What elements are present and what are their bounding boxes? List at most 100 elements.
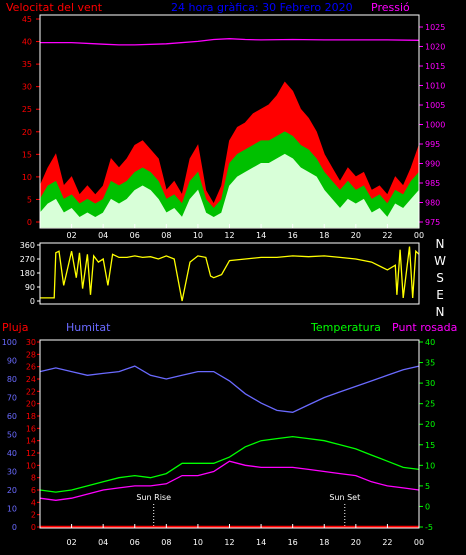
rain-tick-label: 18 xyxy=(26,412,36,421)
pressure-tick-label: 1020 xyxy=(425,43,445,52)
wind-x-tick-label: 22 xyxy=(382,231,392,240)
wind-pressure-panel: Velocitat del vent 24 hora gràfica: 30 F… xyxy=(6,1,445,240)
wind-tick-label: 20 xyxy=(22,128,32,137)
compass-label: N xyxy=(436,305,445,319)
rain-axis-label: Pluja xyxy=(2,321,28,334)
humidity-tick-label: 100 xyxy=(2,338,17,347)
rain-tick-label: 8 xyxy=(31,474,36,483)
temperature-tick-label: 30 xyxy=(425,379,435,388)
direction-tick-label: 90 xyxy=(25,283,35,292)
temperature-line xyxy=(39,435,420,493)
rain-tick-label: 14 xyxy=(26,437,36,446)
humidity-x-tick-label: 20 xyxy=(351,538,361,547)
sun-marker-label: Sun Set xyxy=(329,493,360,502)
wind-x-tick-label: 20 xyxy=(351,231,361,240)
humidity-temp-series xyxy=(39,365,420,529)
wind-x-tick-label: 02 xyxy=(66,231,76,240)
sun-annotations: Sun Rise Sun Set xyxy=(136,493,360,527)
pressure-tick-label: 1025 xyxy=(425,23,445,32)
wind-series xyxy=(39,38,420,228)
humidity-x-tick-label: 12 xyxy=(224,538,234,547)
pressure-tick-label: 985 xyxy=(425,179,440,188)
humidity-tick-label: 40 xyxy=(7,449,17,458)
temperature-axis-label: Temperatura xyxy=(310,321,381,334)
rain-tick-label: 6 xyxy=(31,486,36,495)
direction-ticks: 0 90 180 270 360 xyxy=(20,241,40,306)
wind-tick-label: 30 xyxy=(22,83,32,92)
rain-tick-label: 26 xyxy=(26,363,36,372)
compass-label: S xyxy=(436,271,444,285)
humidity-panel-frame xyxy=(39,339,420,529)
pressure-tick-label: 1000 xyxy=(425,121,445,130)
rain-tick-label: 0 xyxy=(31,523,36,532)
temperature-tick-label: 10 xyxy=(425,461,435,470)
humidity-tick-label: 10 xyxy=(7,505,17,514)
humidity-x-axis: 02 04 06 08 10 12 14 16 18 20 22 00 xyxy=(66,524,424,547)
pressure-tick-label: 990 xyxy=(425,160,440,169)
rain-tick-label: 2 xyxy=(31,511,36,520)
humidity-x-tick-label: 22 xyxy=(382,538,392,547)
humidity-tick-label: 20 xyxy=(7,486,17,495)
humidity-ticks: 0 10 20 30 40 50 60 70 80 90 100 xyxy=(2,338,17,532)
direction-tick-label: 270 xyxy=(20,255,35,264)
wind-x-tick-label: 16 xyxy=(288,231,298,240)
wind-tick-label: 25 xyxy=(22,105,32,114)
humidity-x-tick-label: 00 xyxy=(414,538,424,547)
temperature-tick-label: 35 xyxy=(425,359,435,368)
humidity-x-tick-label: 10 xyxy=(193,538,203,547)
wind-x-tick-label: 06 xyxy=(130,231,140,240)
rain-tick-label: 28 xyxy=(26,350,36,359)
humidity-x-tick-label: 14 xyxy=(256,538,266,547)
temperature-tick-label: 20 xyxy=(425,420,435,429)
temperature-tick-label: -5 xyxy=(425,523,433,532)
wind-x-tick-label: 04 xyxy=(98,231,108,240)
humidity-x-tick-label: 08 xyxy=(161,538,171,547)
humidity-tick-label: 0 xyxy=(12,523,17,532)
rain-tick-label: 20 xyxy=(26,400,36,409)
pressure-line xyxy=(40,38,420,46)
humidity-tick-label: 50 xyxy=(7,431,17,440)
wind-tick-label: 0 xyxy=(27,218,32,227)
direction-series xyxy=(40,246,420,302)
direction-tick-label: 0 xyxy=(30,297,35,306)
humidity-x-tick-label: 18 xyxy=(319,538,329,547)
wind-tick-label: 45 xyxy=(22,15,32,24)
pressure-tick-label: 975 xyxy=(425,218,440,227)
pressure-tick-label: 980 xyxy=(425,199,440,208)
rain-tick-label: 12 xyxy=(26,449,36,458)
direction-line xyxy=(40,246,420,302)
graph-title: 24 hora gràfica: 30 Febrero 2020 xyxy=(171,1,353,14)
wind-tick-label: 35 xyxy=(22,60,32,69)
wind-x-tick-label: 10 xyxy=(193,231,203,240)
humidity-line xyxy=(39,365,420,413)
temperature-tick-label: 25 xyxy=(425,400,435,409)
wind-x-tick-label: 18 xyxy=(319,231,329,240)
rain-tick-label: 22 xyxy=(26,387,36,396)
humidity-temp-panel: Pluja Humitat Temperatura Punt rosada 0 1… xyxy=(2,321,458,547)
dew-point-axis-label: Punt rosada xyxy=(392,321,457,334)
humidity-tick-label: 60 xyxy=(7,412,17,421)
wind-tick-label: 40 xyxy=(22,38,32,47)
humidity-axis-label: Humitat xyxy=(66,321,111,334)
wind-tick-label: 15 xyxy=(22,150,32,159)
humidity-tick-label: 70 xyxy=(7,394,17,403)
humidity-tick-label: 30 xyxy=(7,468,17,477)
wind-tick-label: 5 xyxy=(27,195,32,204)
rain-tick-label: 24 xyxy=(26,375,36,384)
pressure-tick-label: 1005 xyxy=(425,101,445,110)
humidity-tick-label: 90 xyxy=(7,357,17,366)
rain-tick-label: 10 xyxy=(26,461,36,470)
sun-marker-label: Sun Rise xyxy=(136,493,171,502)
wind-tick-label: 10 xyxy=(22,173,32,182)
wind-speed-ticks: 0 5 10 15 20 25 30 35 40 45 xyxy=(22,15,40,227)
humidity-tick-label: 80 xyxy=(7,375,17,384)
wind-speed-axis-label: Velocitat del vent xyxy=(6,1,103,14)
wind-x-tick-label: 08 xyxy=(161,231,171,240)
humidity-x-tick-label: 16 xyxy=(288,538,298,547)
wind-x-tick-label: 14 xyxy=(256,231,266,240)
pressure-tick-label: 1010 xyxy=(425,82,445,91)
temperature-tick-label: 40 xyxy=(425,338,435,347)
